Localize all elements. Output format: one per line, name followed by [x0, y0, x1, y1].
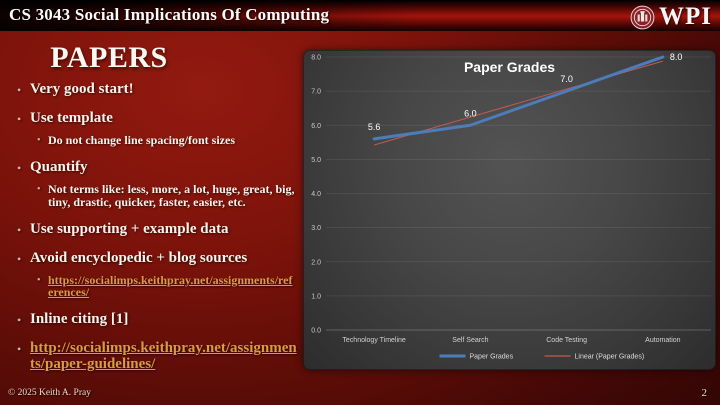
copyright: © 2025 Keith A. Pray — [8, 388, 91, 398]
bullet-item: • Very good start! — [17, 81, 297, 98]
bullet-icon: • — [37, 184, 41, 195]
bullet-icon: • — [17, 83, 22, 97]
bullet-text: Not terms like: less, more, a lot, huge,… — [48, 182, 295, 209]
bullet-subitem: • https://socialimps.keithpray.net/assig… — [37, 272, 297, 300]
slide-content: PAPERS • Very good start! • Use template… — [0, 33, 303, 373]
bullet-item: • http://socialimps.keithpray.net/assign… — [17, 340, 297, 373]
svg-text:Self Search: Self Search — [452, 337, 488, 344]
svg-text:4.0: 4.0 — [311, 191, 321, 198]
course-title: CS 3043 Social Implications Of Computing — [9, 5, 330, 24]
svg-text:6.0: 6.0 — [311, 123, 321, 130]
svg-text:3.0: 3.0 — [311, 225, 321, 232]
page-number: 2 — [701, 387, 708, 399]
svg-text:1.0: 1.0 — [311, 293, 321, 300]
bullet-text: Use supporting + example data — [30, 220, 229, 237]
slide-title: PAPERS — [50, 41, 168, 74]
bullet-item: • Use supporting + example data — [17, 220, 297, 238]
bullet-item: • Use template — [17, 110, 297, 127]
bullet-item: • Inline citing [1] — [17, 311, 297, 328]
header-bar: CS 3043 Social Implications Of Computing… — [0, 0, 720, 31]
svg-text:Linear (Paper Grades): Linear (Paper Grades) — [575, 354, 645, 361]
svg-text:6.0: 6.0 — [464, 108, 477, 118]
bullet-icon: • — [37, 135, 41, 146]
svg-text:Technology Timeline: Technology Timeline — [342, 337, 406, 344]
svg-text:5.6: 5.6 — [368, 122, 381, 132]
bullet-icon: • — [17, 313, 22, 328]
svg-text:Code Testing: Code Testing — [546, 337, 587, 344]
bullet-icon: • — [17, 161, 22, 175]
wpi-logo-text: WPI — [659, 3, 712, 30]
bullet-icon: • — [17, 342, 22, 357]
bullet-item: • Quantify — [17, 159, 297, 176]
wpi-logo: WPI — [630, 3, 712, 31]
svg-text:Paper Grades: Paper Grades — [470, 354, 514, 361]
svg-text:7.0: 7.0 — [311, 89, 321, 96]
paper-guidelines-link[interactable]: http://socialimps.keithpray.net/assignme… — [30, 340, 297, 373]
bullet-list: • Very good start! • Use template • Do n… — [0, 81, 303, 373]
bullet-item: • Avoid encyclopedic + blog sources — [17, 249, 297, 267]
bullet-subitem: • Not terms like: less, more, a lot, hug… — [37, 183, 297, 209]
paper-grades-chart: 0.0 1.0 2.0 3.0 4.0 5.0 6.0 7.0 8.0 Technology Ti… — [303, 50, 716, 370]
svg-text:0.0: 0.0 — [311, 328, 321, 335]
bullet-icon: • — [37, 274, 41, 286]
bullet-icon: • — [17, 112, 22, 126]
svg-text:Paper Grades: Paper Grades — [464, 59, 555, 75]
bullet-text: Avoid encyclopedic + blog sources — [30, 249, 248, 266]
references-link[interactable]: https://socialimps.keithpray.net/assignm… — [48, 272, 293, 300]
bullet-subitem: • Do not change line spacing/font sizes — [37, 134, 297, 147]
svg-text:8.0: 8.0 — [311, 55, 321, 62]
svg-text:7.0: 7.0 — [560, 74, 573, 84]
svg-text:2.0: 2.0 — [311, 259, 321, 266]
paper-grades-chart-canvas: 0.0 1.0 2.0 3.0 4.0 5.0 6.0 7.0 8.0 Technology Ti… — [311, 52, 711, 361]
wpi-seal-icon — [630, 5, 655, 29]
bullet-text: Very good start! — [30, 81, 134, 97]
bullet-text: Do not change line spacing/font sizes — [48, 133, 236, 147]
bullet-icon: • — [17, 222, 22, 237]
bullet-icon: • — [17, 251, 22, 266]
svg-text:8.0: 8.0 — [670, 52, 683, 62]
svg-text:Automation: Automation — [645, 337, 681, 344]
bullet-text: Use template — [30, 110, 113, 126]
bullet-text: Quantify — [30, 159, 88, 175]
bullet-text: Inline citing [1] — [30, 311, 129, 328]
svg-text:5.0: 5.0 — [311, 157, 321, 164]
